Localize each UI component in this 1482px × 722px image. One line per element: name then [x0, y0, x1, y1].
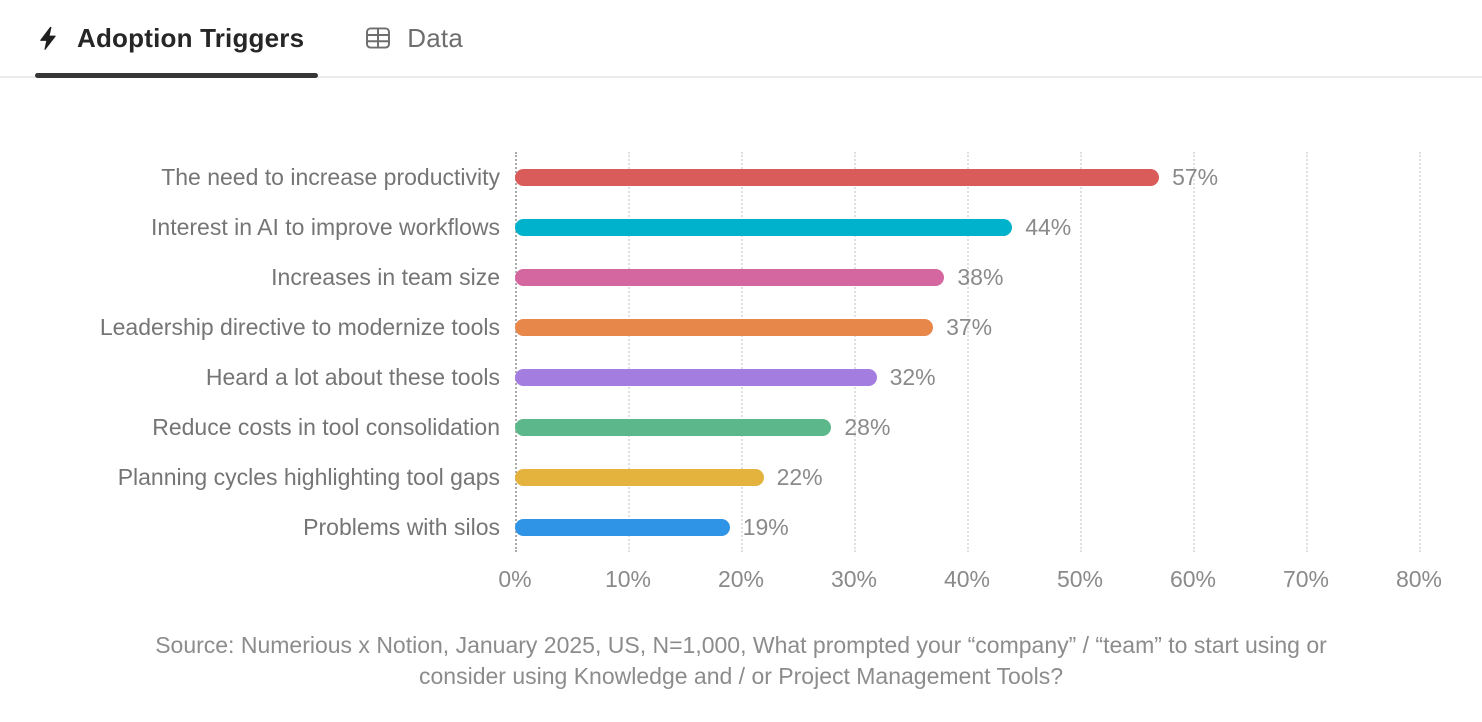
plot-area: The need to increase productivity 57% Inte…: [100, 152, 1421, 552]
tab-bar: Adoption Triggers Data: [0, 0, 1482, 78]
x-tick-label: 30%: [830, 566, 878, 592]
x-tick-label: 0%: [498, 566, 532, 592]
value-label: 19%: [742, 513, 789, 540]
x-tick-label: 50%: [1056, 566, 1104, 592]
value-label: 37%: [946, 313, 993, 340]
value-label: 28%: [844, 413, 891, 440]
source-line: Source: Numerious x Notion, January 2025…: [155, 632, 1327, 658]
tab-adoption-triggers[interactable]: Adoption Triggers: [35, 0, 319, 78]
bar-row: Increases in team size 38%: [271, 252, 1419, 302]
gridline: [1193, 152, 1195, 552]
bar: [515, 168, 1160, 186]
gridline: [854, 152, 856, 552]
x-tick-label: 40%: [943, 566, 991, 592]
gridline: [1306, 152, 1308, 552]
bar-row: Heard a lot about these tools 32%: [206, 352, 1419, 402]
source-note: Source: Numerious x Notion, January 2025…: [0, 630, 1482, 692]
category-label: Problems with silos: [303, 513, 500, 540]
category-label: Increases in team size: [271, 263, 500, 290]
gridline: [967, 152, 969, 552]
source-line: consider using Knowledge and / or Projec…: [419, 663, 1063, 689]
value-label: 44%: [1025, 213, 1072, 240]
bar: [515, 268, 945, 286]
x-tick-label: 20%: [717, 566, 765, 592]
value-label: 38%: [957, 263, 1004, 290]
bar: [515, 518, 730, 536]
bar: [515, 218, 1013, 236]
category-label: Interest in AI to improve workflows: [151, 213, 500, 240]
bar: [515, 418, 832, 436]
bar: [515, 468, 764, 486]
bar-row: Problems with silos 19%: [303, 502, 1419, 552]
x-tick-label: 70%: [1282, 566, 1330, 592]
active-tab-underline: [35, 73, 319, 78]
bar: [515, 368, 877, 386]
gridline: [628, 152, 630, 552]
category-label: Reduce costs in tool consolidation: [152, 413, 500, 440]
category-label: Heard a lot about these tools: [205, 363, 500, 390]
tab-data[interactable]: Data: [364, 0, 477, 76]
x-tick-label: 10%: [604, 566, 652, 592]
bar-chart: The need to increase productivity 57% Inte…: [0, 152, 1482, 596]
value-label: 32%: [889, 363, 936, 390]
y-axis-line: [515, 152, 517, 552]
category-label: Leadership directive to modernize tools: [99, 313, 500, 340]
bar-row: Interest in AI to improve workflows 44%: [151, 202, 1419, 252]
bar: [515, 318, 934, 336]
gridline: [741, 152, 743, 552]
bar-row: Reduce costs in tool consolidation 28%: [152, 402, 1419, 452]
bar-row: The need to increase productivity 57%: [161, 152, 1419, 202]
value-label: 22%: [776, 463, 823, 490]
category-label: The need to increase productivity: [161, 163, 500, 190]
gridline: [1419, 152, 1421, 552]
tab-label-adoption-triggers: Adoption Triggers: [77, 22, 305, 53]
table-icon: [364, 24, 392, 52]
x-tick-label: 60%: [1169, 566, 1217, 592]
bolt-icon: [35, 25, 62, 52]
gridline: [1080, 152, 1082, 552]
bar-row: Planning cycles highlighting tool gaps 22…: [118, 452, 1419, 502]
x-axis: 0% 10% 20% 30% 40% 50% 60% 70% 80%: [498, 566, 1442, 596]
value-label: 57%: [1172, 163, 1219, 190]
x-tick-label: 80%: [1395, 566, 1443, 592]
category-label: Planning cycles highlighting tool gaps: [117, 463, 500, 490]
tab-label-data: Data: [407, 22, 464, 53]
bar-row: Leadership directive to modernize tools 3…: [100, 302, 1419, 352]
